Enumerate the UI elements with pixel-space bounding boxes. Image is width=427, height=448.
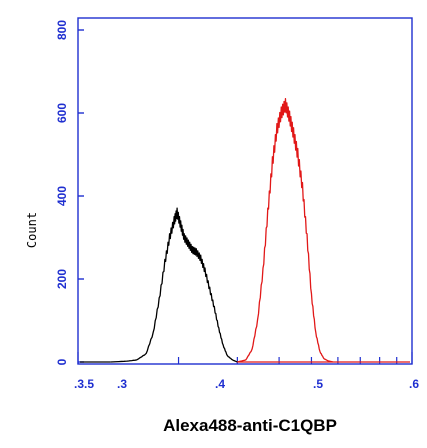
series-layer	[80, 98, 410, 363]
y-axis-ticks: 0 200 400 600 800	[55, 20, 84, 365]
plot-area-frame	[77, 17, 413, 365]
y-tick-label: 0	[55, 358, 69, 365]
series-line-0	[110, 207, 238, 363]
x-tick-label: .4	[215, 377, 225, 391]
y-tick-label: 400	[55, 186, 69, 206]
x-tick-label: .6	[409, 377, 419, 391]
x-axis-title: Alexa488-anti-C1QBP	[163, 416, 337, 435]
x-tick-label: .5	[313, 377, 323, 391]
y-axis-title: Count	[25, 212, 39, 248]
x-tick-label: .3.5	[74, 377, 94, 391]
y-tick-label: 800	[55, 20, 69, 40]
x-axis-ticks: .3.5 .3 .4 .5 .6	[74, 352, 419, 391]
y-tick-label: 200	[55, 269, 69, 289]
x-tick-label: .3	[117, 377, 127, 391]
series-line-1	[237, 98, 334, 363]
y-tick-label: 600	[55, 103, 69, 123]
